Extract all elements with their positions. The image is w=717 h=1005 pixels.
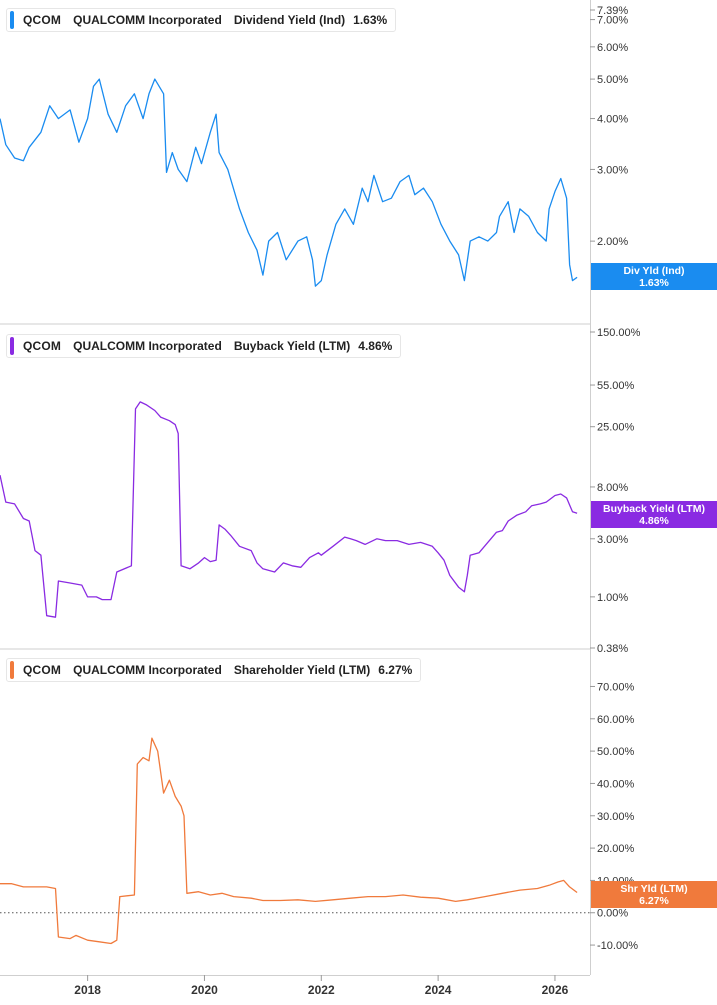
y-tick-label: 3.00% [597,164,628,176]
metric-label: Dividend Yield (Ind) [233,13,346,27]
tag-title: Buyback Yield (LTM) [603,502,705,515]
y-tick-label: 25.00% [597,422,635,434]
shareholder-value-tag: Shr Yld (LTM) 6.27% [591,881,717,908]
y-tick-label: 150.00% [597,327,641,339]
dividend-color-marker [10,11,14,29]
x-tick-label: 2026 [542,983,569,997]
buyback-pane-label: QCOM QUALCOMM Incorporated Buyback Yield… [6,334,402,358]
series-line [0,401,578,618]
tag-value: 6.27% [639,894,669,907]
y-tick-label: 7.00% [597,15,628,27]
metric-label: Shareholder Yield (LTM) [233,663,371,677]
y-tick-label: 8.00% [597,482,628,494]
x-tick-label: 2020 [191,983,218,997]
shareholder-pane-label: QCOM QUALCOMM Incorporated Shareholder Y… [6,658,422,682]
buyback-value-tag: Buyback Yield (LTM) 4.86% [591,501,717,528]
company-label: QUALCOMM Incorporated [73,663,222,677]
tag-title: Shr Yld (LTM) [620,882,688,895]
dividend-value-tag: Div Yld (Ind) 1.63% [591,263,717,290]
y-tick-label: 6.00% [597,42,628,54]
tag-value: 1.63% [639,276,669,289]
y-tick-label: 3.00% [597,534,628,546]
symbol-label: QCOM [23,13,62,27]
y-tick-label: 40.00% [597,778,635,790]
y-tick-label: 50.00% [597,746,635,758]
y-tick-label: 55.00% [597,380,635,392]
series-line [0,737,578,945]
y-tick-label: 30.00% [597,811,635,823]
metric-value: 4.86% [358,339,393,353]
x-tick-label: 2018 [74,983,101,997]
y-tick-label: 60.00% [597,714,635,726]
dividend-pane-label: QCOM QUALCOMM Incorporated Dividend Yiel… [6,8,397,32]
x-tick-label: 2024 [425,983,452,997]
y-tick-label: 0.38% [597,643,628,655]
metric-value: 6.27% [378,663,413,677]
y-tick-label: 1.00% [597,592,628,604]
metric-value: 1.63% [353,13,388,27]
symbol-label: QCOM [23,339,62,353]
tag-title: Div Yld (Ind) [623,264,685,277]
y-tick-label: 2.00% [597,236,628,248]
x-tick-label: 2022 [308,983,335,997]
y-tick-label: 4.00% [597,114,628,126]
company-label: QUALCOMM Incorporated [73,339,222,353]
y-tick-label: 20.00% [597,843,635,855]
y-tick-label: 70.00% [597,681,635,693]
shareholder-color-marker [10,661,14,679]
y-tick-label: 5.00% [597,74,628,86]
metric-label: Buyback Yield (LTM) [233,339,351,353]
series-line [0,78,578,287]
tag-value: 4.86% [639,514,669,527]
y-tick-label: -10.00% [597,940,638,952]
company-label: QUALCOMM Incorporated [73,13,222,27]
buyback-color-marker [10,337,14,355]
y-tick-label: 7.39% [597,5,628,17]
y-tick-label: 0.00% [597,908,628,920]
symbol-label: QCOM [23,663,62,677]
